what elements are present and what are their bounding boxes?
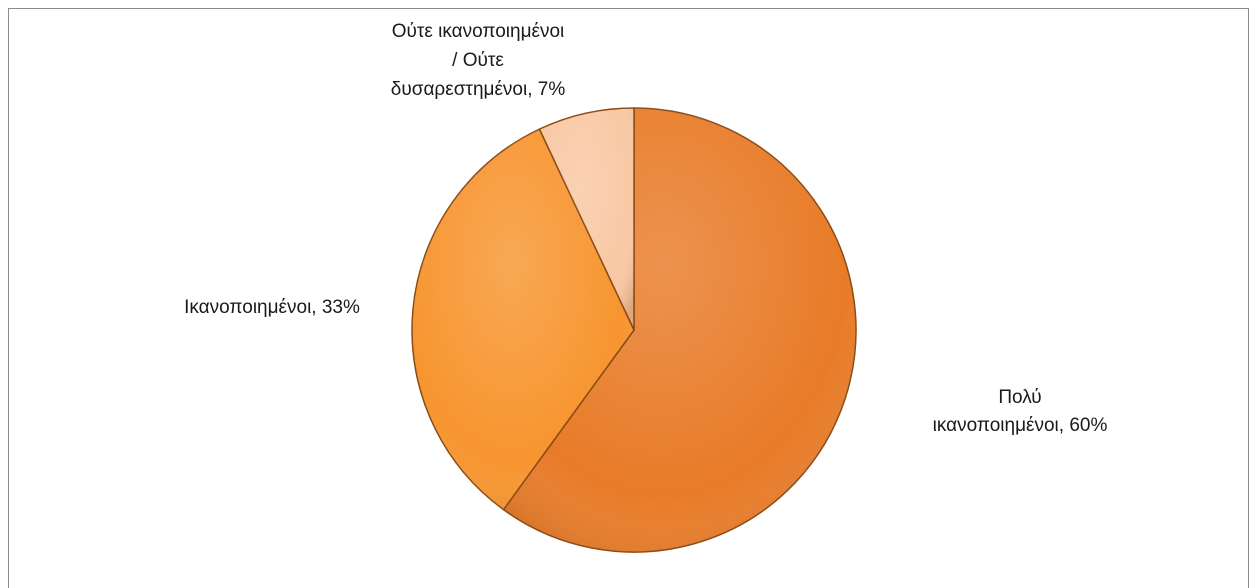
pie-slice-shading-1 xyxy=(503,108,856,552)
slice-label-line: Πολύ xyxy=(998,387,1041,408)
slice-label-3: Ούτε ικανοποιημένοι / Ούτε δυσαρεστημένοι,… xyxy=(391,21,566,100)
slice-label-1: Πολύ ικανοποιημένοι, 60% xyxy=(933,387,1108,436)
pie-slice-shading-3 xyxy=(539,108,634,330)
slice-label-line: δυσαρεστημένοι, 7% xyxy=(391,79,566,100)
slice-label-line: Ικανοποιημένοι, 33% xyxy=(184,297,360,318)
slice-label-2: Ικανοποιημένοι, 33% xyxy=(184,297,360,318)
pie-slice-shading-2 xyxy=(412,129,634,510)
slice-label-line: Ούτε ικανοποιημένοι xyxy=(392,21,565,42)
slice-label-line: / Ούτε xyxy=(452,50,504,71)
slice-label-line: ικανοποιημένοι, 60% xyxy=(933,415,1108,436)
